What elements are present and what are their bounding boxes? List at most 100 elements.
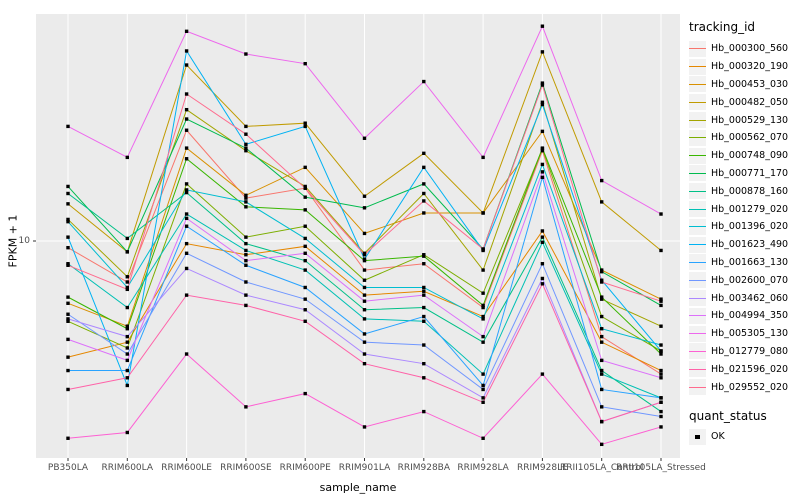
- square-point-icon: [695, 434, 700, 440]
- legend-key-icon: [689, 94, 706, 111]
- legend-line-swatch: [689, 172, 706, 174]
- data-point: [184, 128, 189, 132]
- data-point: [540, 50, 545, 54]
- data-point: [362, 308, 367, 312]
- data-point: [422, 293, 426, 297]
- data-point: [184, 182, 189, 186]
- data-point: [540, 83, 545, 87]
- data-point: [540, 162, 545, 167]
- data-point: [303, 186, 307, 190]
- data-point: [481, 340, 485, 344]
- data-point: [481, 334, 485, 339]
- data-point: [481, 400, 485, 404]
- data-point: [481, 291, 485, 295]
- data-point: [481, 303, 485, 308]
- data-point: [422, 211, 426, 215]
- legend-item-label: Hb_000529_130: [711, 114, 789, 126]
- data-point: [659, 343, 663, 347]
- legend-item-label: Hb_000562_070: [711, 132, 789, 144]
- data-point: [600, 327, 604, 331]
- legend-key-icon: [689, 129, 706, 146]
- data-point: [600, 297, 604, 301]
- data-point: [66, 337, 70, 342]
- legend-line-swatch: [689, 66, 706, 68]
- data-point: [362, 293, 367, 297]
- data-point: [422, 305, 426, 310]
- legend-key-icon: [689, 307, 706, 324]
- data-point: [66, 436, 70, 440]
- data-point: [481, 305, 485, 310]
- legend-item: Hb_021596_020: [689, 360, 799, 378]
- data-point: [540, 240, 545, 245]
- x-tick-label: RRIM600LA: [101, 463, 154, 473]
- legend-item: Hb_001279_020: [689, 200, 799, 218]
- data-point: [244, 52, 248, 56]
- data-point: [540, 235, 545, 239]
- x-tick-label: RRIM928LE: [516, 463, 568, 473]
- quant-status-label: OK: [711, 431, 725, 443]
- data-point: [600, 295, 604, 299]
- quant-status-title: quant_status: [689, 408, 767, 423]
- data-point: [362, 285, 367, 290]
- data-point: [600, 200, 604, 204]
- data-point: [244, 124, 248, 129]
- data-point: [125, 376, 129, 380]
- x-tick-label: RRIM928BA: [397, 463, 451, 473]
- legend-item-label: Hb_000878_160: [711, 185, 789, 197]
- data-point: [303, 236, 307, 241]
- data-point: [481, 436, 485, 440]
- data-point: [600, 314, 604, 319]
- data-point: [600, 280, 604, 284]
- data-point: [66, 368, 70, 373]
- data-point: [540, 276, 545, 281]
- data-point: [125, 324, 129, 328]
- data-point: [184, 117, 189, 121]
- legend-line-swatch: [689, 315, 706, 317]
- legend-item: Hb_000300_560: [689, 40, 799, 58]
- data-point: [600, 368, 604, 373]
- data-point: [66, 245, 70, 250]
- x-tick-label: RRIM600LE: [161, 463, 212, 473]
- legend-key-icon: [689, 112, 706, 129]
- data-point: [125, 346, 129, 350]
- legend-key-icon: [689, 183, 706, 200]
- legend-item: Hb_000482_050: [689, 93, 799, 111]
- data-point: [184, 241, 189, 246]
- data-point: [66, 317, 70, 321]
- legend-item: Hb_002600_070: [689, 271, 799, 289]
- legend-item-label: Hb_002600_070: [711, 274, 789, 286]
- legend-item-label: Hb_029552_020: [711, 381, 789, 393]
- data-point: [244, 205, 248, 209]
- data-point: [600, 387, 604, 392]
- data-point: [540, 282, 545, 286]
- legend-key-icon: [689, 147, 706, 164]
- data-point: [600, 270, 604, 274]
- data-point: [600, 405, 604, 409]
- data-point: [244, 235, 248, 239]
- data-point: [66, 184, 70, 189]
- data-point: [244, 303, 248, 308]
- data-point: [244, 142, 248, 147]
- data-point: [481, 211, 485, 215]
- data-point: [303, 268, 307, 272]
- data-point: [540, 372, 545, 376]
- legend-key-icon: [689, 343, 706, 360]
- data-point: [659, 372, 663, 376]
- data-point: [125, 334, 129, 339]
- legend-item-label: Hb_000482_050: [711, 96, 789, 108]
- data-point: [66, 191, 70, 196]
- data-point: [540, 262, 545, 266]
- data-point: [66, 387, 70, 392]
- legend-item-label: Hb_005305_130: [711, 328, 789, 340]
- data-point: [184, 29, 189, 34]
- data-point: [659, 324, 663, 328]
- data-point: [481, 396, 485, 400]
- data-point: [659, 297, 663, 301]
- legend: tracking_id Hb_000300_560 Hb_000320_190 Hb…: [689, 20, 799, 446]
- legend-key-icon: [689, 254, 706, 271]
- data-point: [422, 254, 426, 258]
- data-point: [422, 343, 426, 347]
- data-point: [125, 358, 129, 363]
- x-axis-title: sample_name: [319, 481, 397, 494]
